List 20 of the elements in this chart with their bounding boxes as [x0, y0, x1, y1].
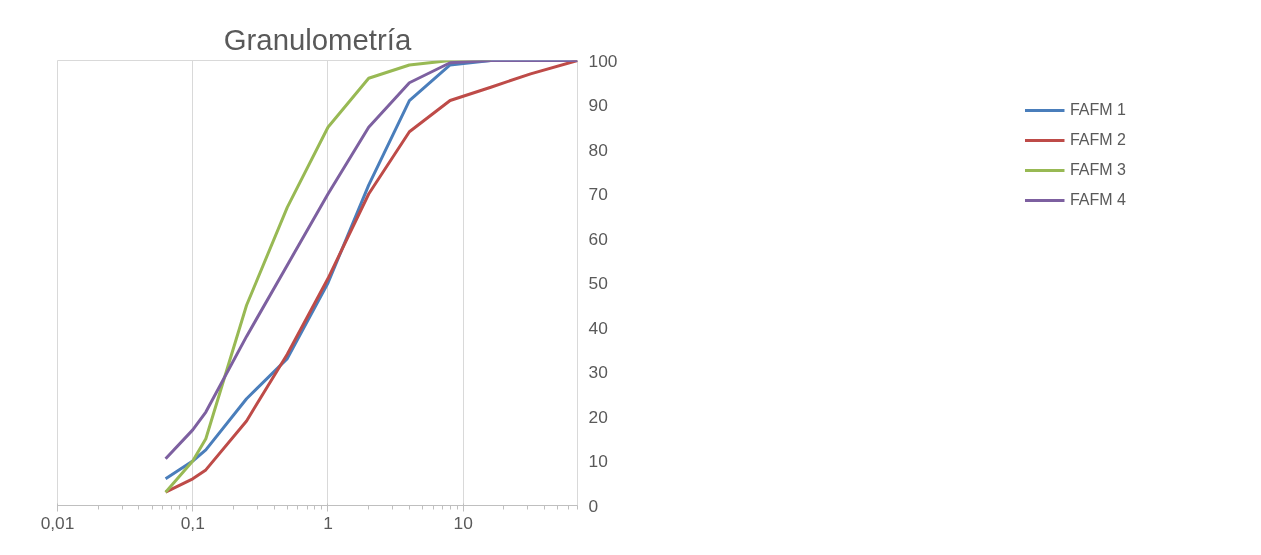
y-tick-label: 90 — [588, 95, 608, 115]
y-tick-label: 50 — [588, 273, 608, 293]
y-tick-label: 20 — [588, 406, 608, 427]
y-tick-label: 40 — [588, 317, 608, 338]
y-tick-label: 60 — [588, 228, 608, 249]
legend-label: FAFM 1 — [1069, 101, 1126, 119]
y-tick-label: 0 — [588, 495, 599, 516]
x-tick-label: 0,1 — [180, 512, 205, 533]
legend-label: FAFM 4 — [1069, 191, 1126, 209]
y-tick-label: 10 — [588, 451, 608, 471]
y-tick-label: 100 — [588, 50, 618, 71]
chart-title: Granulometría — [223, 22, 412, 56]
x-tick-label: 1 — [323, 512, 333, 533]
y-tick-label: 70 — [588, 184, 608, 204]
legend-label: FAFM 3 — [1069, 161, 1126, 179]
legend-label: FAFM 2 — [1069, 131, 1126, 149]
x-tick-label: 0,01 — [40, 512, 75, 533]
y-tick-label: 80 — [588, 139, 608, 160]
y-tick-label: 30 — [588, 362, 608, 382]
x-tick-label: 10 — [453, 512, 473, 533]
